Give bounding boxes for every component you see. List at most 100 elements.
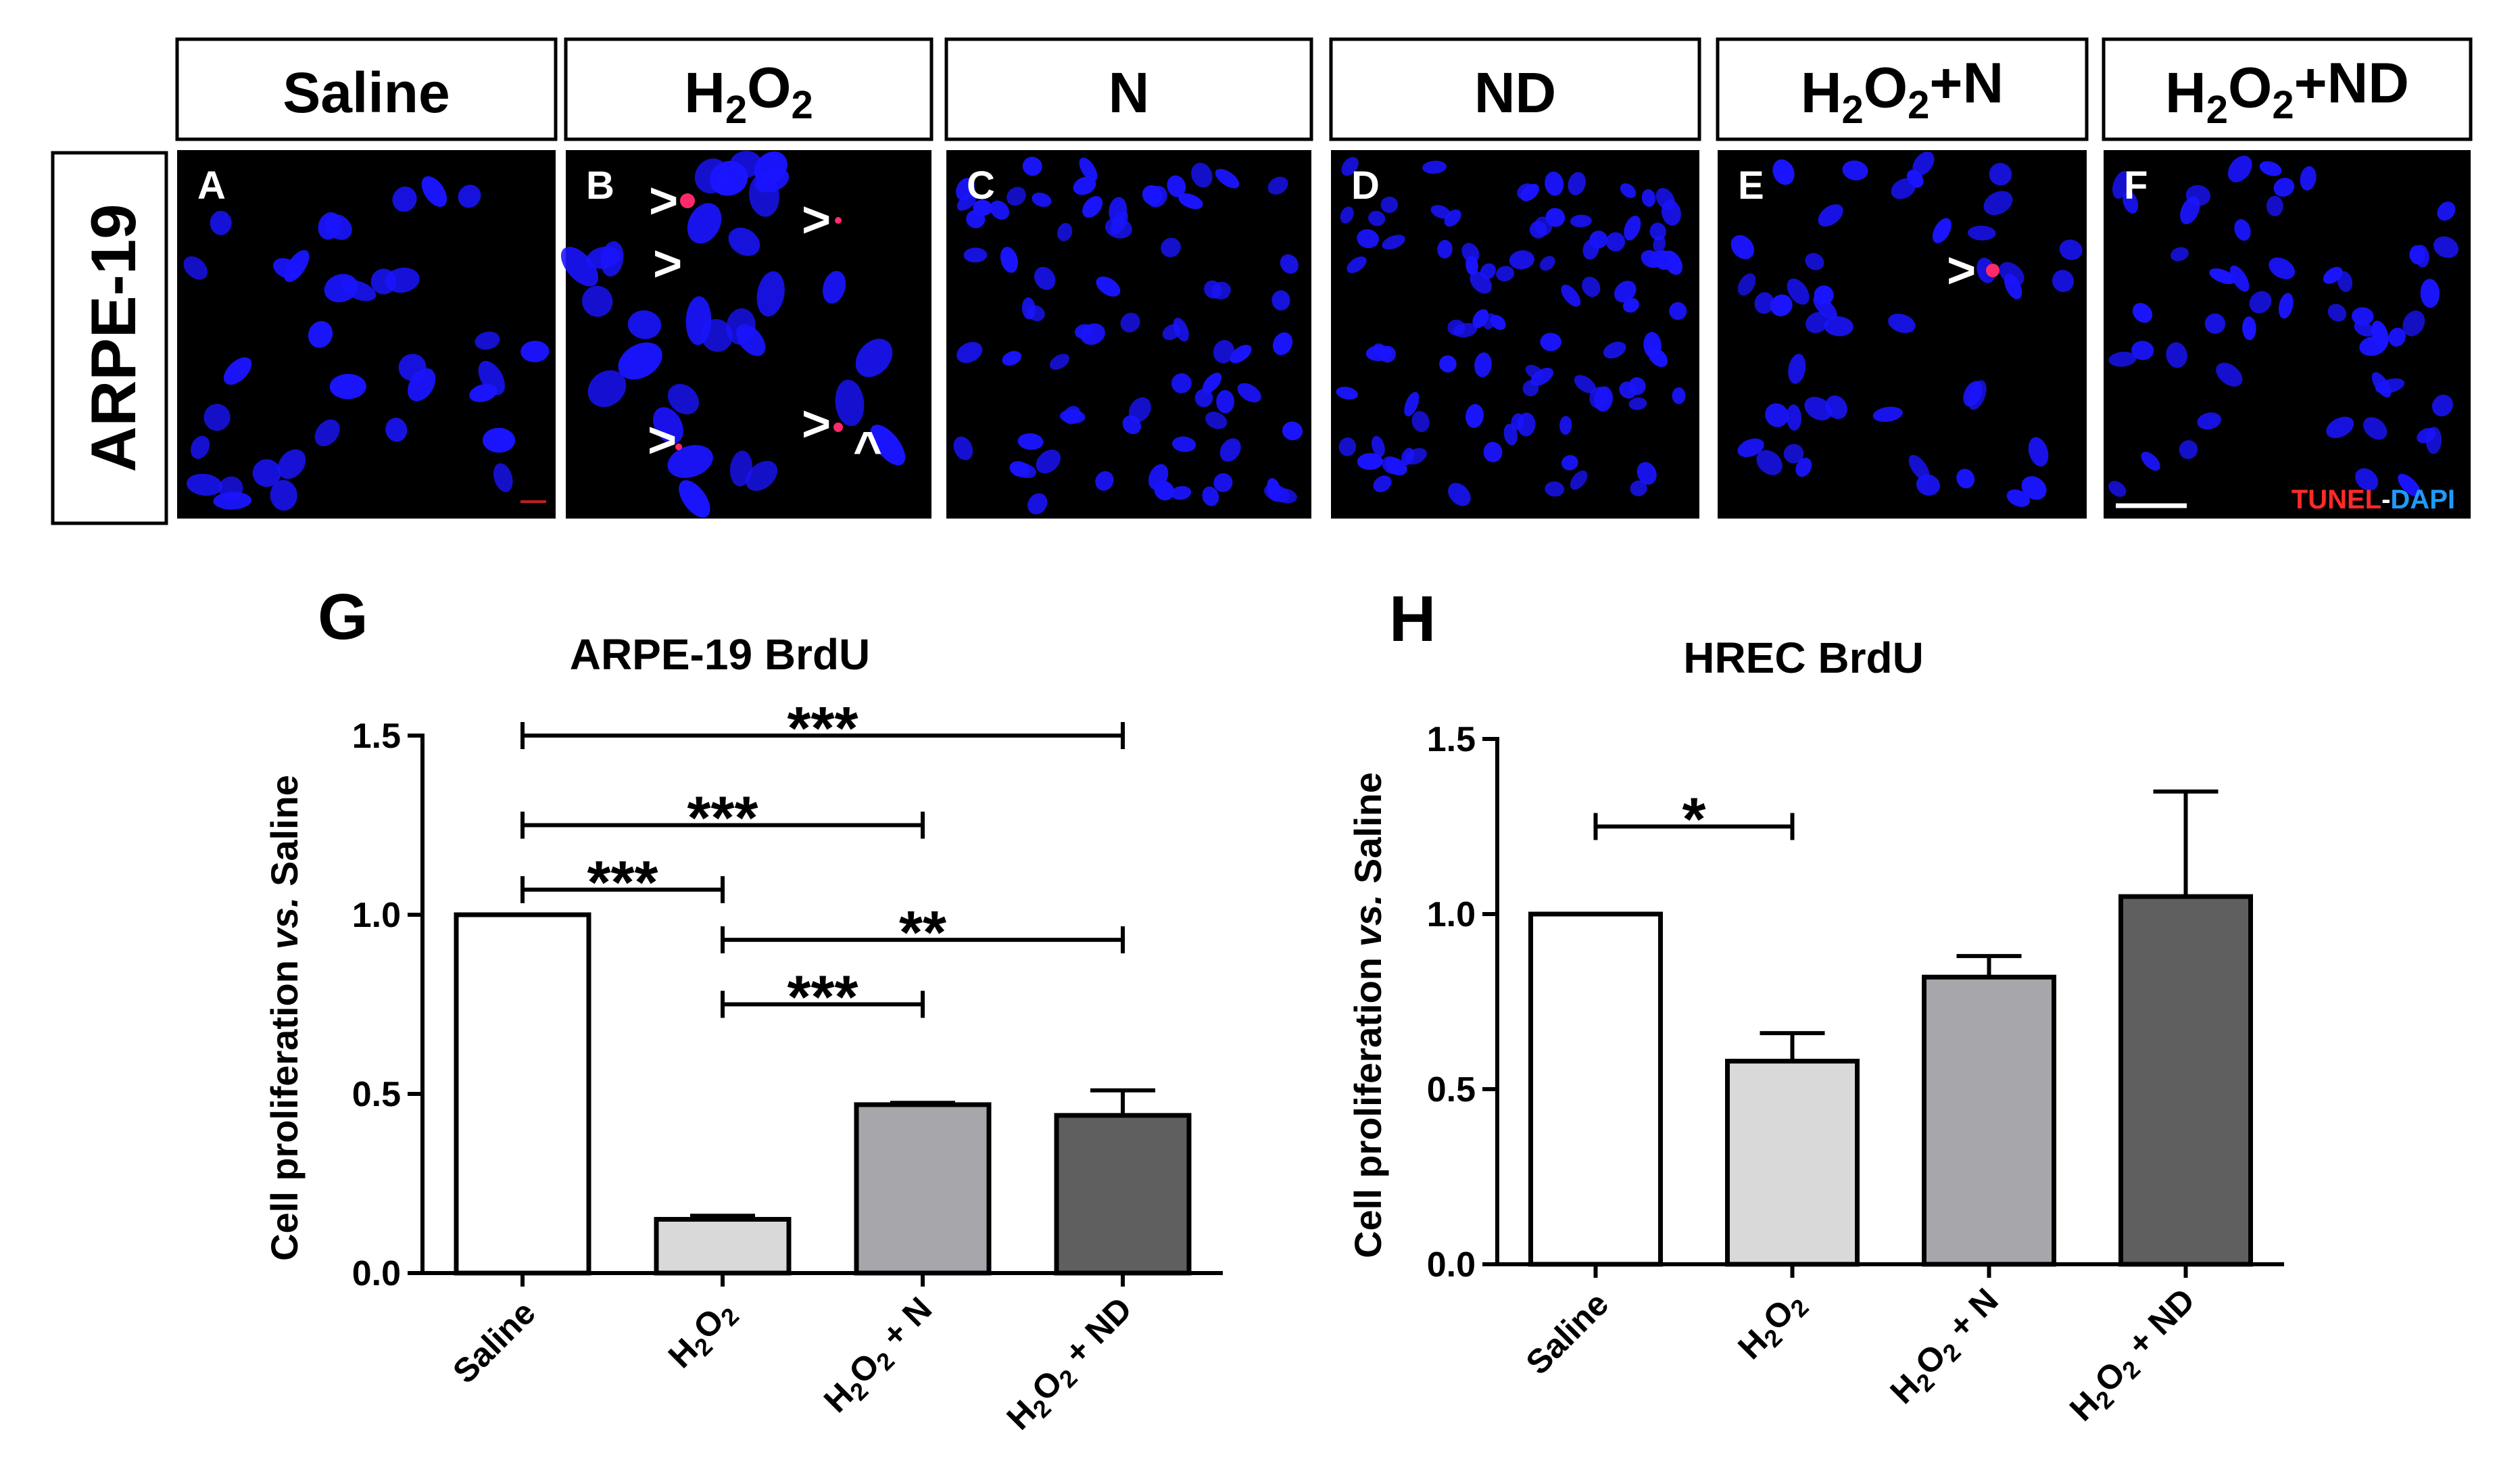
arrowhead-icon: > bbox=[1947, 242, 1976, 298]
nucleus bbox=[1490, 314, 1506, 331]
nucleus bbox=[2326, 416, 2354, 439]
nucleus bbox=[1171, 436, 1196, 452]
nucleus bbox=[469, 383, 498, 402]
nucleus bbox=[1437, 239, 1453, 259]
nucleus bbox=[1483, 441, 1503, 462]
nucleus bbox=[1480, 263, 1496, 280]
nucleus bbox=[2170, 247, 2189, 262]
nucleus bbox=[1648, 348, 1668, 367]
bar bbox=[654, 1217, 792, 1276]
nucleus bbox=[1570, 214, 1592, 228]
micrograph-header-6: H2​O2​+ND bbox=[2102, 37, 2473, 141]
nucleus bbox=[2216, 362, 2243, 387]
nucleus bbox=[1411, 410, 1430, 433]
micrograph-header-label: H2​O2​+N bbox=[1801, 51, 2004, 132]
nucleus bbox=[1589, 386, 1609, 409]
nucleus bbox=[1806, 312, 1829, 333]
micrograph-header-label: N bbox=[1109, 61, 1150, 124]
y-axis-label: Cell proliferation vs. Saline bbox=[263, 775, 306, 1261]
nucleus bbox=[2209, 268, 2236, 285]
nucleus bbox=[493, 463, 513, 492]
nucleus bbox=[1271, 290, 1290, 311]
nucleus bbox=[1336, 386, 1358, 400]
nucleus bbox=[1956, 469, 1975, 489]
nucleus bbox=[1373, 475, 1392, 493]
nucleus bbox=[1263, 484, 1290, 502]
nucleus bbox=[729, 450, 753, 487]
nucleus bbox=[2278, 293, 2294, 319]
nucleus bbox=[1120, 312, 1140, 333]
nucleus bbox=[2431, 394, 2453, 416]
bar bbox=[454, 912, 591, 1276]
nucleus bbox=[1347, 256, 1367, 273]
row-label: ARPE-19 bbox=[78, 204, 149, 472]
tunel-markers: > > > > > ^ bbox=[648, 172, 882, 477]
nucleus bbox=[1530, 368, 1553, 386]
nucleus bbox=[1795, 457, 1812, 477]
nucleus bbox=[191, 435, 210, 459]
bar bbox=[1528, 911, 1663, 1267]
panel-letter: C bbox=[967, 164, 995, 208]
nucleus bbox=[1341, 157, 1359, 176]
x-tick-label: Saline bbox=[1519, 1285, 1616, 1382]
nucleus bbox=[1582, 277, 1601, 297]
nucleus bbox=[1034, 266, 1056, 290]
nucleus bbox=[1754, 292, 1774, 314]
nucleus bbox=[482, 427, 516, 453]
nucleus bbox=[1049, 354, 1070, 370]
micrograph-header-1: Saline bbox=[175, 37, 558, 141]
nucleus bbox=[1357, 453, 1383, 471]
x-tick-label: H2​O2​ + N bbox=[1879, 1281, 2012, 1414]
apoptotic-nucleus bbox=[1986, 264, 2000, 277]
nucleus bbox=[1202, 486, 1219, 506]
nucleus bbox=[1630, 480, 1647, 497]
nucleus bbox=[2108, 352, 2137, 367]
nucleus bbox=[2028, 437, 2049, 466]
micrograph-header-label: ND bbox=[1474, 61, 1556, 124]
nucleus bbox=[1230, 345, 1252, 364]
nucleus bbox=[1009, 460, 1030, 477]
nucleus bbox=[2242, 316, 2256, 341]
nucleus bbox=[218, 476, 243, 500]
nucleus bbox=[1205, 411, 1228, 429]
nucleus bbox=[1545, 481, 1565, 497]
nucleus bbox=[2227, 155, 2252, 183]
nucleus bbox=[1357, 229, 1379, 249]
x-tick-label: H2​O2​ bbox=[1729, 1283, 1816, 1370]
nucleus bbox=[1122, 415, 1142, 435]
nucleus bbox=[1770, 294, 1793, 316]
nucleus bbox=[2375, 378, 2405, 394]
micrograph-panel-c: C bbox=[946, 150, 1311, 519]
nucleus bbox=[1382, 235, 1405, 250]
nucleus bbox=[687, 203, 722, 244]
nucleus bbox=[385, 417, 408, 442]
nucleus bbox=[835, 379, 865, 427]
significance-label: * bbox=[1682, 786, 1705, 854]
nucleus bbox=[2437, 201, 2456, 221]
micrograph-header-5: H2​O2​+N bbox=[1716, 37, 2089, 141]
nucleus bbox=[1540, 333, 1561, 352]
arrowhead-icon: > bbox=[802, 396, 831, 452]
nucleus bbox=[324, 214, 352, 240]
nucleus bbox=[270, 479, 297, 511]
y-tick-label: 0.5 bbox=[1427, 1070, 1476, 1109]
chart-title: ARPE-19 BrdU bbox=[570, 630, 871, 679]
nucleus bbox=[1216, 389, 1235, 414]
nucleus bbox=[2141, 452, 2160, 471]
nucleus bbox=[1509, 250, 1534, 270]
nucleus bbox=[1561, 455, 1578, 471]
nucleus bbox=[667, 383, 700, 414]
micrograph-panel-f: F bbox=[2104, 150, 2471, 519]
nucleus bbox=[726, 308, 756, 345]
nucleus bbox=[1161, 237, 1181, 258]
nucleus bbox=[1465, 404, 1484, 428]
nucleus bbox=[990, 200, 1010, 220]
arrowhead-icon: ^ bbox=[853, 421, 882, 477]
nucleus bbox=[1805, 253, 1824, 270]
nucleus bbox=[1603, 341, 1626, 359]
nucleus bbox=[855, 339, 893, 377]
nucleus bbox=[1582, 239, 1599, 260]
nucleus bbox=[1511, 413, 1524, 431]
nucleus bbox=[679, 480, 710, 518]
nucleus bbox=[1534, 216, 1553, 236]
